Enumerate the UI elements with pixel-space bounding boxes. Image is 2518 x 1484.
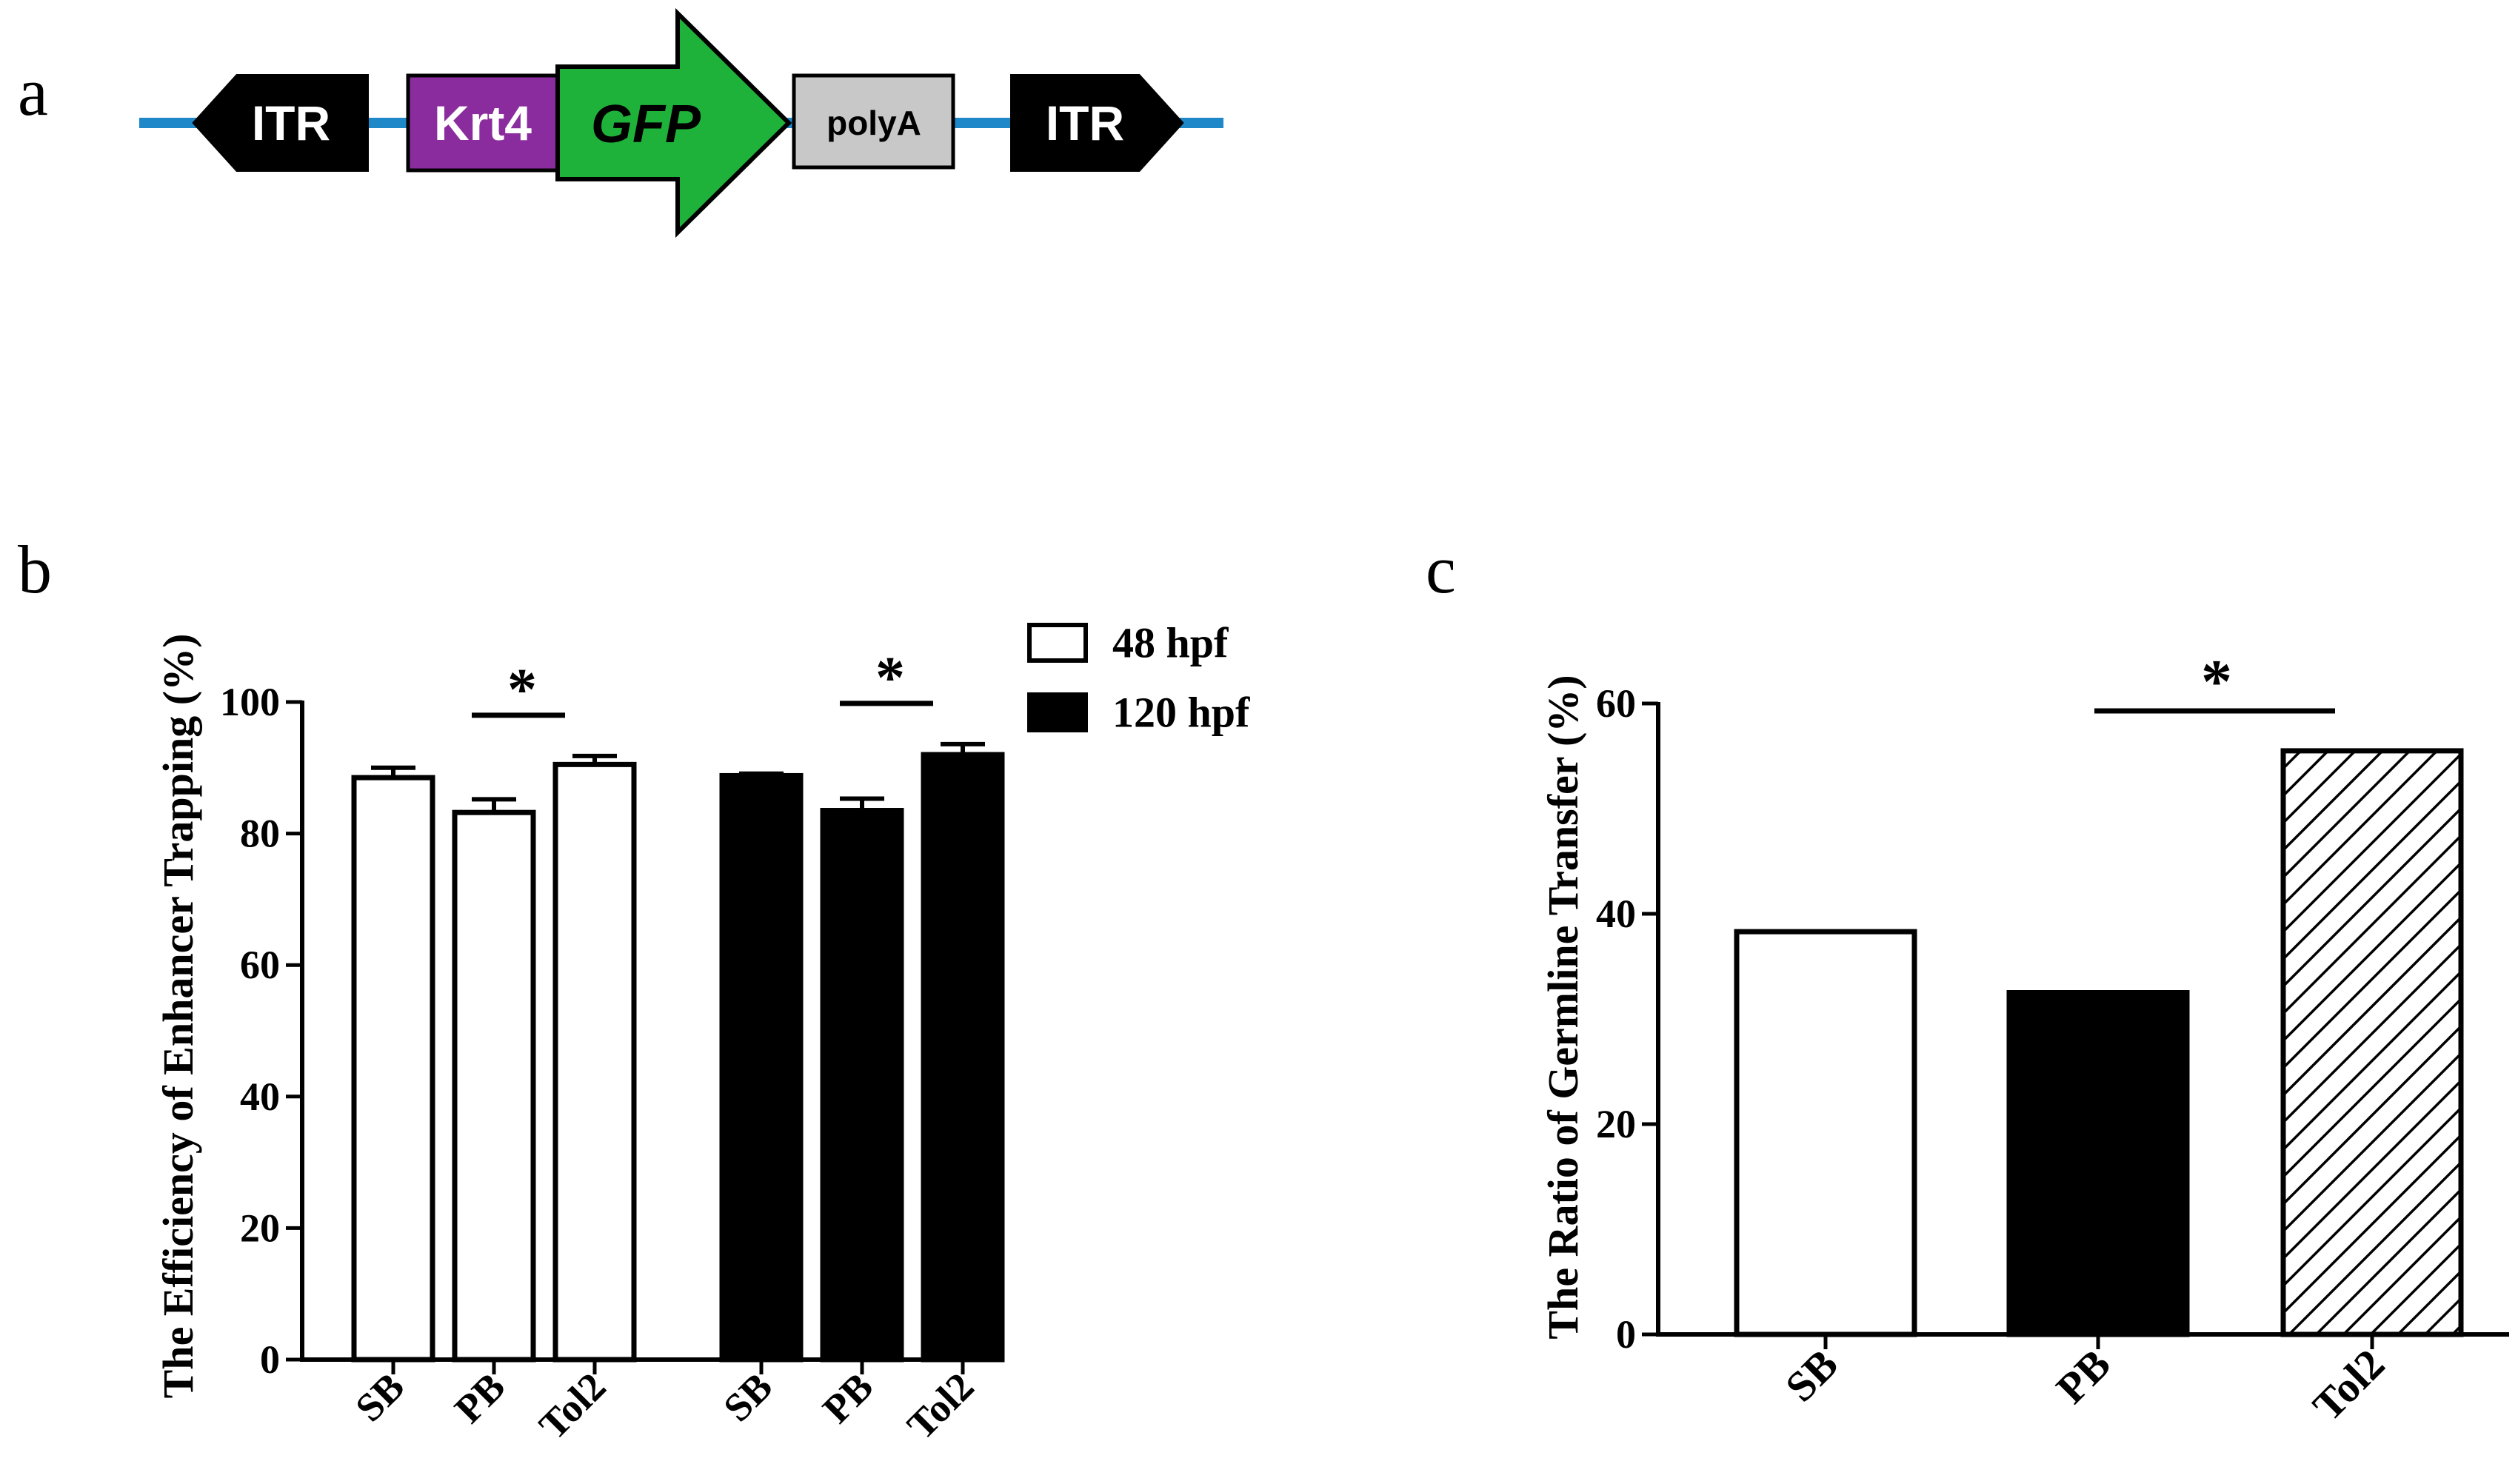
gfp-arrow xyxy=(555,7,792,238)
chart-c-y-tick-label: 0 xyxy=(1616,1312,1636,1357)
krt4-label: Krt4 xyxy=(434,96,532,150)
krt4-box xyxy=(406,73,560,173)
gfp-gene: GFP xyxy=(555,7,792,238)
chart-b-y-tick-label: 40 xyxy=(240,1074,280,1119)
chart-b-x-tick-label: Tol2 xyxy=(530,1364,614,1448)
polya-signal: polyA xyxy=(792,73,955,170)
chart-b-bar xyxy=(552,761,637,1363)
chart-b-bar xyxy=(820,808,904,1363)
construct-diagram: ITR Krt4 GFP polyA ITR xyxy=(139,7,1223,238)
panel-label-c: c xyxy=(1426,532,1456,607)
chart-c-x-tick-label: SB xyxy=(1776,1340,1847,1411)
chart-c-x-tick-label: PB xyxy=(2047,1340,2120,1412)
panel-label-b: b xyxy=(18,532,52,607)
chart-c-x-tick-label: Tol2 xyxy=(2303,1340,2394,1430)
chart-b: The Efficiency of Enhancer Trapping (%) … xyxy=(154,619,1250,1448)
krt4-promoter: Krt4 xyxy=(406,73,560,173)
chart-b-y-axis-label: The Efficiency of Enhancer Trapping (%) xyxy=(154,634,202,1399)
chart-c: The Ratio of Germline Transfer (%) 0 20 40… xyxy=(1539,647,2509,1430)
panel-label-a: a xyxy=(18,54,48,130)
chart-b-x-tick-label: PB xyxy=(446,1364,513,1431)
chart-b-legend-swatch xyxy=(1027,623,1088,663)
chart-b-bar xyxy=(719,772,804,1363)
chart-c-bar xyxy=(2006,990,2190,1337)
chart-b-x-tick-label: SB xyxy=(715,1364,781,1430)
chart-b-bar xyxy=(351,775,435,1363)
chart-b-bar xyxy=(921,752,1005,1363)
itr-right-label: ITR xyxy=(1046,96,1124,150)
chart-b-x-tick-label: PB xyxy=(814,1364,881,1431)
chart-b-y-tick-label: 60 xyxy=(240,943,280,987)
itr-left-label: ITR xyxy=(252,96,330,150)
chart-c-y-tick-label: 20 xyxy=(1596,1102,1636,1146)
polya-label: polyA xyxy=(826,104,921,142)
chart-c-y-axis-label: The Ratio of Germline Transfer (%) xyxy=(1539,675,1587,1339)
chart-b-y-tick-label: 0 xyxy=(260,1337,280,1382)
chart-b-y-tick-label: 100 xyxy=(220,680,280,724)
chart-b-legend-label: 48 hpf xyxy=(1112,619,1229,667)
chart-b-x-tick-label: SB xyxy=(347,1364,413,1430)
itr-right: ITR xyxy=(1010,74,1184,172)
chart-c-significance-star: * xyxy=(2201,647,2232,716)
chart-b-legend-swatch xyxy=(1027,692,1088,732)
chart-b-y-tick-label: 20 xyxy=(240,1206,280,1250)
chart-c-bar xyxy=(2280,748,2464,1337)
chart-b-bar xyxy=(452,809,536,1363)
polya-box xyxy=(792,73,955,170)
chart-c-bar xyxy=(1734,929,1917,1337)
itr-left-shape xyxy=(192,74,369,172)
chart-b-legend-label: 120 hpf xyxy=(1112,689,1250,737)
chart-c-y-tick-label: 40 xyxy=(1596,892,1636,936)
itr-left: ITR xyxy=(192,74,369,172)
gfp-label: GFP xyxy=(591,95,701,154)
chart-b-x-tick-label: Tol2 xyxy=(898,1364,982,1448)
chart-b-significance-star: * xyxy=(875,646,905,711)
chart-c-y-tick-label: 60 xyxy=(1596,681,1636,726)
chart-b-significance-star: * xyxy=(507,658,537,723)
itr-right-shape xyxy=(1010,74,1184,172)
chart-b-y-tick-label: 80 xyxy=(240,812,280,856)
